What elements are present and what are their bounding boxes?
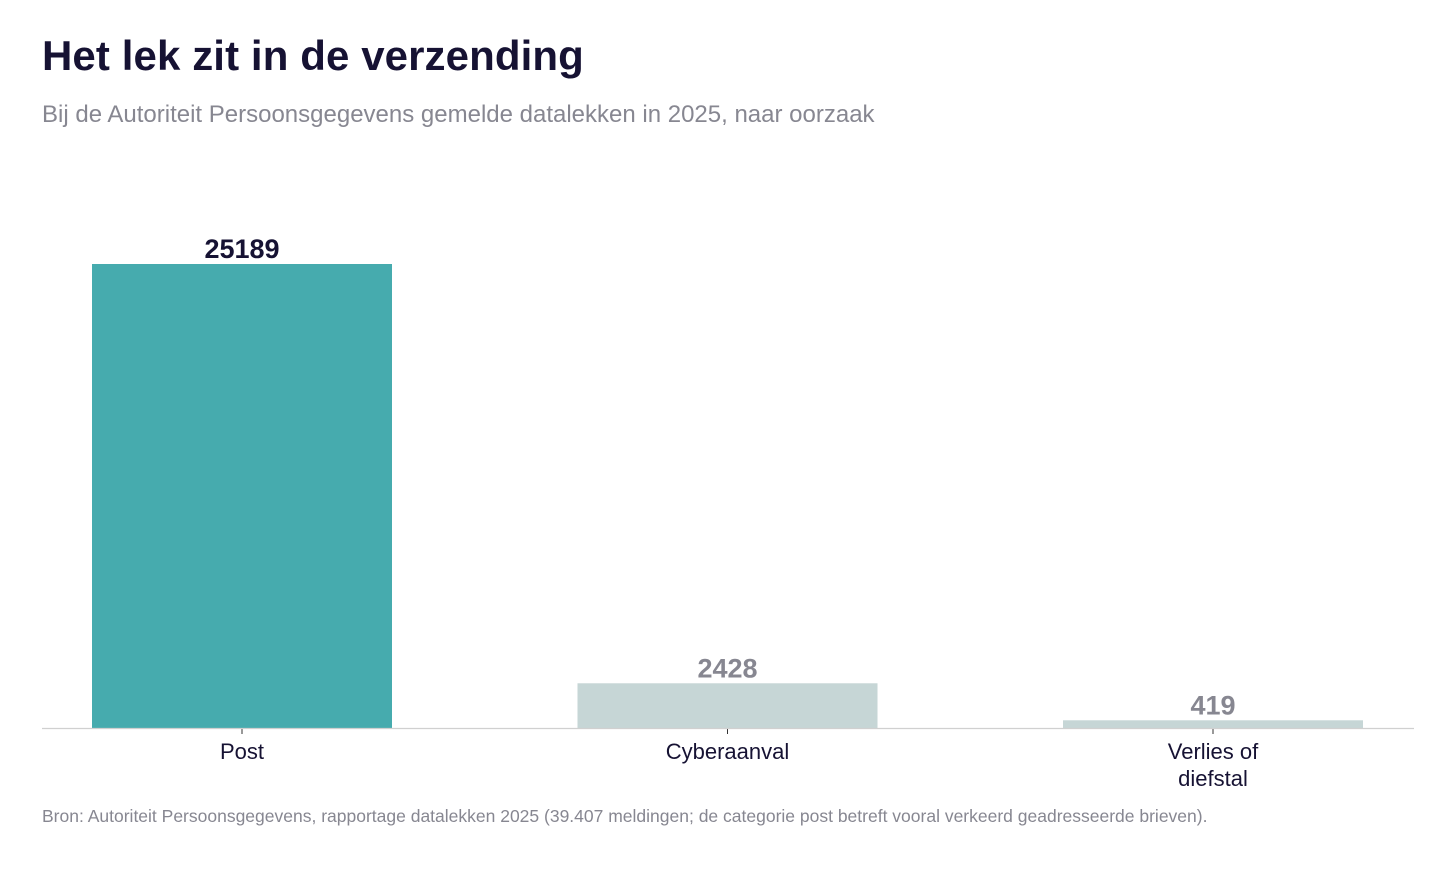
bar-value-label-1: 2428 <box>697 653 757 683</box>
bar-value-label-2: 419 <box>1190 690 1235 720</box>
source-note: Bron: Autoriteit Persoonsgegevens, rappo… <box>42 806 1208 826</box>
bar-chart: 25189 Post 2428 Cyberaanval 419 Verlies of die… <box>42 234 1414 791</box>
bar-2 <box>1063 720 1363 728</box>
bar-value-label-0: 25189 <box>204 234 279 264</box>
x-tick-label-0: Post <box>220 739 264 764</box>
chart-subtitle: Bij de Autoriteit Persoonsgegevens gemel… <box>42 101 875 128</box>
chart-title: Het lek zit in de verzending <box>42 32 584 79</box>
bar-1 <box>577 683 878 728</box>
x-tick-label-2: Verlies of diefstal <box>1168 739 1259 791</box>
x-tick-label-1: Cyberaanval <box>666 739 790 764</box>
bar-0 <box>92 264 392 728</box>
